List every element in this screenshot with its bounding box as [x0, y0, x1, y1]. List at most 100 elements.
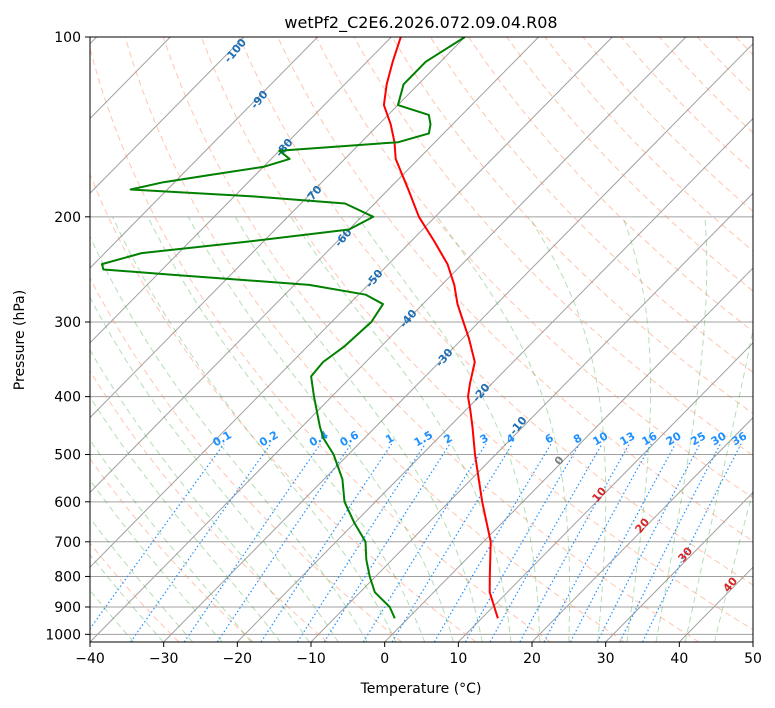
temperature-profile-line [382, 37, 499, 619]
dry-adiabat-label: -90 [248, 88, 271, 112]
mixing-ratio-line [260, 443, 393, 642]
dry-adiabat-label: -70 [302, 183, 325, 207]
moist-adiabat-line [622, 216, 652, 642]
isotherm-line [678, 566, 753, 642]
dry-adiabat-line [277, 37, 753, 542]
y-tick-label: 400 [54, 390, 81, 406]
mixing-ratio-label: 13 [618, 429, 638, 448]
dry-adiabat-line [90, 457, 254, 642]
isotherm-line [605, 491, 753, 642]
x-tick-label: −20 [223, 651, 253, 667]
isotherm-line [90, 37, 245, 194]
dry-adiabat-line [315, 37, 753, 499]
dry-adiabat-line [697, 37, 753, 95]
dry-adiabat-line [658, 37, 753, 134]
y-tick-label: 300 [54, 315, 81, 331]
mixing-ratio-label: 16 [640, 429, 660, 448]
y-tick-label: 500 [54, 448, 81, 464]
mixing-ratio-label: 3 [478, 431, 491, 446]
dry-adiabat-label: 20 [632, 515, 652, 535]
moist-adiabat-line [90, 235, 368, 642]
mixing-ratio-label: 8 [571, 431, 584, 446]
dry-adiabat-label: 40 [720, 574, 740, 594]
y-axis-label: Pressure (hPa) [12, 290, 28, 390]
mixing-ratio-line [90, 443, 225, 630]
moist-adiabat-line [234, 216, 483, 642]
isotherm-line [310, 192, 753, 642]
dry-adiabat-line [353, 37, 753, 457]
dry-adiabat-line [620, 37, 753, 173]
moist-adiabat-line [147, 216, 426, 642]
mixing-ratio-line [362, 443, 487, 642]
isotherm-line [90, 37, 318, 269]
moist-adiabat-line [655, 216, 708, 642]
moist-adiabat-line [90, 479, 223, 642]
y-tick-label: 900 [54, 600, 81, 616]
dry-adiabat-label: -100 [221, 36, 249, 66]
mixing-ratio-line [130, 443, 272, 642]
dry-adiabat-line [90, 276, 403, 642]
mixing-ratio-label: 1.5 [412, 428, 435, 449]
moist-adiabat-line [90, 296, 339, 642]
plot-frame [89, 36, 754, 643]
dry-adiabat-line [90, 46, 551, 642]
mixing-ratio-label: 10 [590, 429, 610, 448]
mixing-ratio-line [619, 443, 721, 642]
isotherm-line [90, 37, 613, 568]
dry-adiabat-line [200, 37, 753, 631]
isotherm-line [90, 37, 392, 344]
y-tick-label: 700 [54, 535, 81, 551]
moist-adiabat-line [187, 216, 454, 642]
y-tick-label: 1000 [45, 627, 81, 643]
isotherm-line [457, 342, 753, 642]
moist-adiabat-line [90, 349, 310, 642]
dry-adiabat-line [162, 37, 700, 642]
mixing-ratio-line [391, 443, 513, 642]
isotherm-line [90, 37, 687, 642]
x-tick-label: 0 [380, 651, 389, 667]
dry-adiabat-label: 30 [675, 544, 695, 564]
moist-adiabat-line [90, 439, 252, 642]
x-tick-label: −10 [296, 651, 326, 667]
mixing-ratio-line [183, 443, 321, 642]
dry-adiabat-line [544, 37, 753, 252]
moist-adiabat-line [90, 517, 194, 642]
x-tick-label: 40 [670, 651, 688, 667]
dry-adiabat-line [239, 37, 753, 586]
isotherm-line [531, 416, 753, 642]
moist-adiabat-line [357, 216, 541, 642]
x-tick-label: −30 [149, 651, 179, 667]
y-tick-label: 100 [54, 30, 81, 46]
moist-adiabat-line [112, 216, 397, 642]
mixing-ratio-line [464, 443, 581, 642]
mixing-ratio-line [216, 443, 352, 642]
dry-adiabat-label: 0 [552, 453, 567, 467]
isotherm-line [163, 42, 753, 642]
isotherm-line [752, 641, 753, 642]
x-tick-label: −40 [75, 651, 105, 667]
x-axis-label: Temperature (°C) [360, 681, 482, 697]
moist-adiabat-line [90, 554, 164, 642]
mixing-ratio-line [323, 443, 451, 642]
mixing-ratio-line [489, 443, 603, 642]
x-tick-label: 30 [597, 651, 615, 667]
moist-adiabat-line [684, 327, 753, 642]
isotherm-line [384, 267, 753, 642]
mixing-ratio-line [569, 443, 676, 642]
dry-adiabat-line [735, 37, 753, 56]
mixing-ratio-line [519, 443, 630, 642]
moist-adiabat-line [90, 396, 281, 642]
dry-adiabat-line [506, 37, 753, 292]
isotherm-line [90, 37, 466, 419]
x-tick-label: 10 [449, 651, 467, 667]
mixing-ratio-label: 0.4 [307, 428, 331, 449]
mixing-ratio-label: 25 [688, 429, 708, 448]
dry-adiabat-line [391, 37, 753, 415]
dry-adiabat-line [90, 370, 328, 642]
y-tick-label: 600 [54, 495, 81, 511]
chart-title: wetPf2_C2E6.2026.072.09.04.R08 [284, 13, 557, 33]
x-tick-label: 50 [744, 651, 762, 667]
mixing-ratio-label: 36 [729, 429, 749, 448]
y-tick-label: 800 [54, 569, 81, 585]
